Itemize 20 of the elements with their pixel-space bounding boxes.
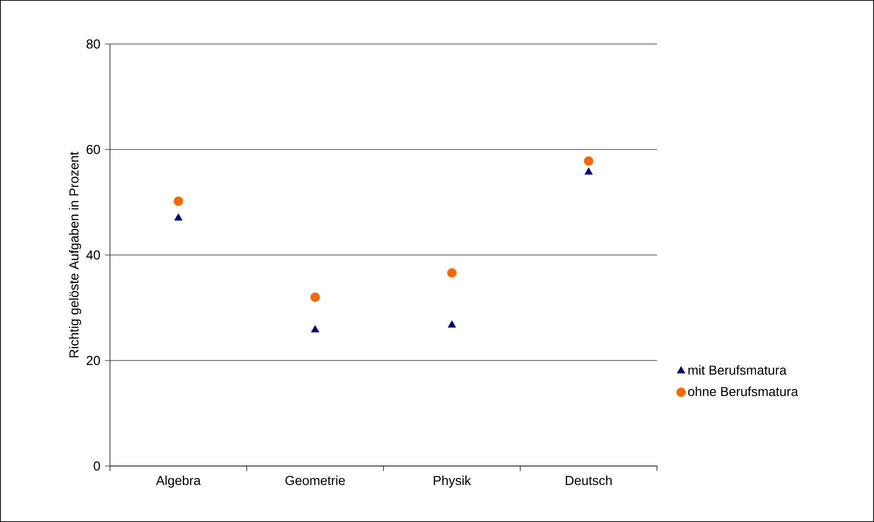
x-tick-label: Deutsch [566,476,612,486]
point [447,268,457,278]
point [448,320,456,328]
point [584,156,594,166]
y-tick-label: 80 [86,39,100,49]
point [174,196,184,206]
y-tick-label: 40 [86,250,100,260]
x-tick-label: Physik [434,476,472,488]
legend-label: mit Berufsmatura [688,365,787,375]
x-tick-label: Geometrie [285,476,345,486]
y-tick-label: 20 [86,356,100,366]
x-tick-label: Algebra [156,476,201,488]
point [584,167,593,175]
y-tick-label: 60 [86,144,100,154]
y-axis-title: Richtig gelöste Aufgaben in Prozent [69,152,82,358]
y-tick-label: 0 [94,461,100,471]
legend-label: ohne Berufsmatura [688,386,798,396]
point [310,292,320,302]
point [311,325,320,332]
point [174,213,182,221]
